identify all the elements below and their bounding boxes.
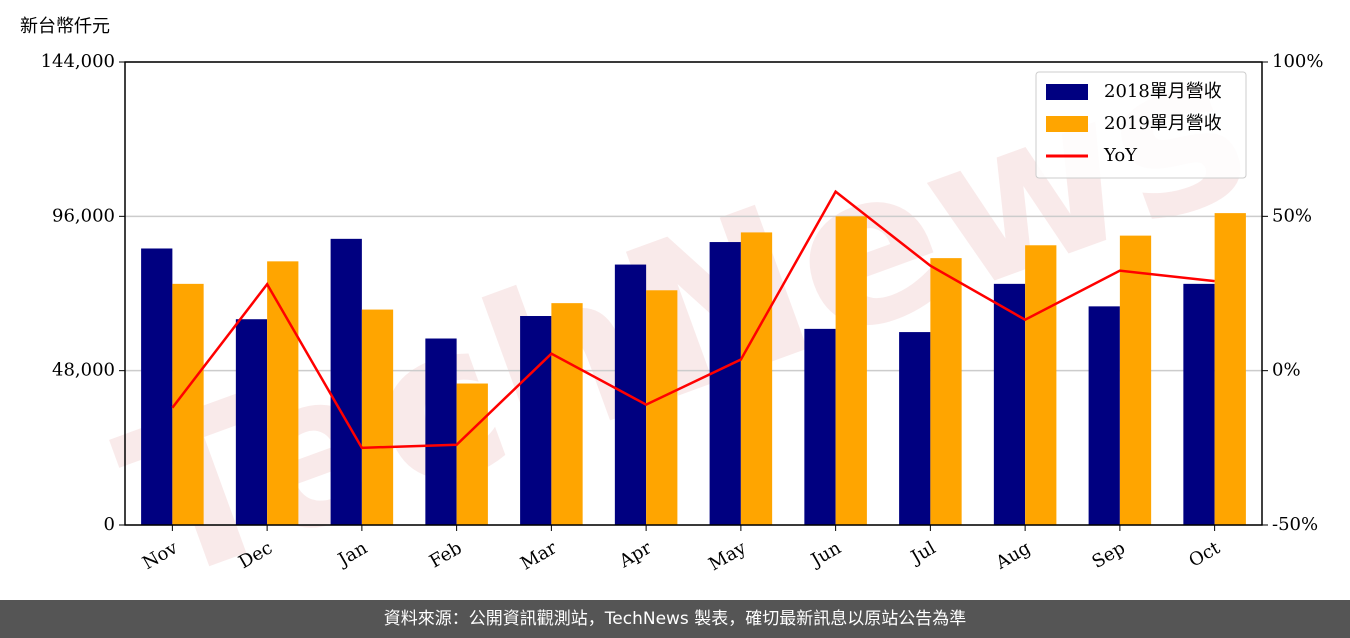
bar xyxy=(993,283,1026,525)
bar xyxy=(330,238,362,525)
y-tick-label: 0 xyxy=(104,514,115,535)
y-tick-label: 48,000 xyxy=(52,360,115,381)
bar xyxy=(141,248,173,525)
x-tick-label: May xyxy=(705,537,750,575)
legend-swatch xyxy=(1046,84,1088,100)
footer: 資料來源：公開資訊觀測站，TechNews 製表，確切最新訊息以原站公告為準 xyxy=(0,600,1350,638)
y-axis-label: 新台幣仟元 xyxy=(20,16,110,37)
x-tick-label: Oct xyxy=(1185,537,1224,572)
legend-label: 2018單月營收 xyxy=(1104,81,1222,102)
bar xyxy=(1119,235,1152,525)
plot-frame xyxy=(124,61,1263,526)
bar xyxy=(425,338,457,525)
legend-label: 2019單月營收 xyxy=(1104,113,1222,134)
chart: TechNews 新台幣仟元 048,00096,000144,000-50%0… xyxy=(20,1,1323,600)
y-tick-label: 96,000 xyxy=(52,205,115,226)
x-tick-label: Apr xyxy=(615,537,655,572)
bar xyxy=(740,232,773,525)
bar xyxy=(361,309,394,525)
bar xyxy=(235,319,268,525)
y2-tick-label: 0% xyxy=(1272,360,1301,381)
x-tick-label: Jun xyxy=(806,537,845,572)
legend-swatch xyxy=(1046,116,1088,132)
legend-box xyxy=(1035,71,1247,179)
bar xyxy=(551,303,583,525)
bar xyxy=(930,258,962,525)
bar xyxy=(1088,306,1120,525)
bar xyxy=(899,332,931,525)
bar xyxy=(456,383,488,525)
x-tick-label: Feb xyxy=(426,537,466,572)
legend-label: YoY xyxy=(1103,145,1138,166)
y-tick-label: 144,000 xyxy=(41,51,115,72)
bar xyxy=(520,316,552,525)
bar xyxy=(646,290,678,525)
y2-tick-label: -50% xyxy=(1272,514,1318,535)
bar xyxy=(1214,213,1246,526)
x-tick-label: Aug xyxy=(991,537,1034,574)
bar xyxy=(172,283,204,525)
y2-tick-label: 50% xyxy=(1272,205,1312,226)
bar xyxy=(835,216,867,526)
y2-tick-label: 100% xyxy=(1272,51,1323,72)
bar xyxy=(1183,283,1215,525)
bar xyxy=(267,261,299,525)
bar xyxy=(709,242,741,526)
line-series xyxy=(171,189,1215,450)
x-tick-label: Mar xyxy=(517,537,561,574)
bar xyxy=(614,264,647,525)
x-tick-label: Jul xyxy=(906,537,940,569)
x-tick-label: Sep xyxy=(1088,537,1128,572)
bar xyxy=(1025,245,1057,526)
bar xyxy=(804,328,836,525)
